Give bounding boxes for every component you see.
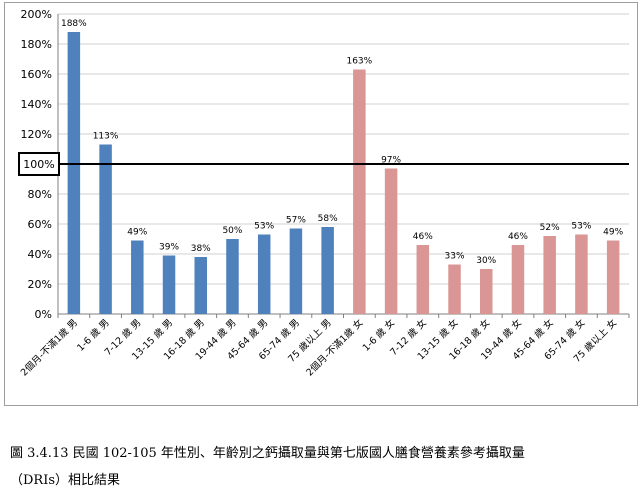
x-category-label: 2個月-不滿1歲 男 [18, 317, 80, 379]
bar-male [99, 144, 112, 314]
bar-male [194, 257, 207, 314]
data-label: 38% [191, 244, 211, 254]
data-label: 57% [286, 216, 306, 226]
bar-female [575, 234, 588, 314]
bar-female [353, 69, 366, 314]
data-label: 163% [346, 57, 372, 67]
y-tick-label: 140% [21, 98, 52, 111]
y-tick-label: 160% [21, 68, 52, 81]
bar-male [321, 227, 334, 314]
data-label: 53% [254, 222, 274, 232]
bar-female [416, 245, 430, 314]
bar-male [226, 239, 239, 314]
caption-line-1: 圖 3.4.13 民國 102-105 年性別、年齡別之鈣攝取量與第七版國人膳食… [10, 446, 525, 461]
x-category-label: 2個月-不滿1歲 女 [304, 317, 366, 379]
bar-female [543, 236, 556, 314]
data-label: 113% [93, 132, 119, 142]
bar-female [480, 269, 493, 314]
reference-label: 100% [23, 158, 54, 171]
bar-male [289, 228, 303, 314]
data-label: 39% [159, 243, 179, 253]
bar-male [131, 240, 144, 314]
caption-line-2: （DRIs）相比結果 [10, 473, 121, 488]
data-label: 97% [381, 156, 401, 166]
bar-female [448, 264, 461, 314]
data-label: 46% [413, 232, 433, 242]
y-tick-label: 0% [35, 308, 52, 321]
bar-female [511, 245, 525, 314]
bar-female [384, 168, 398, 314]
data-label: 188% [61, 19, 87, 29]
y-tick-label: 60% [28, 218, 52, 231]
data-label: 33% [445, 252, 465, 262]
data-label: 46% [508, 232, 528, 242]
bar-male [67, 32, 81, 314]
chart-frame: 0% 20% 40% 60% 80% 100% 120% 140% 160% 180% 200% 18… [4, 2, 638, 406]
data-label: 58% [318, 214, 338, 224]
y-tick-label: 80% [28, 188, 52, 201]
data-label: 53% [571, 222, 591, 232]
data-label: 52% [540, 223, 560, 233]
y-tick-label: 40% [28, 248, 52, 261]
data-label: 30% [476, 256, 496, 266]
data-label: 49% [127, 228, 147, 238]
calcium-intake-bar-chart: 0% 20% 40% 60% 80% 100% 120% 140% 160% 180% 200% 18… [18, 8, 630, 379]
y-tick-label: 200% [21, 8, 52, 21]
y-tick-label: 180% [21, 38, 52, 51]
y-tick-label: 20% [28, 278, 52, 291]
bar-female [606, 240, 620, 314]
bar-male [257, 234, 271, 314]
data-label: 50% [222, 226, 242, 236]
reference-label-box [18, 152, 60, 176]
bar-male [162, 255, 176, 314]
figure-caption: 圖 3.4.13 民國 102-105 年性別、年齡別之鈣攝取量與第七版國人膳食… [10, 440, 638, 494]
y-tick-label: 120% [21, 128, 52, 141]
data-label: 49% [603, 228, 623, 238]
